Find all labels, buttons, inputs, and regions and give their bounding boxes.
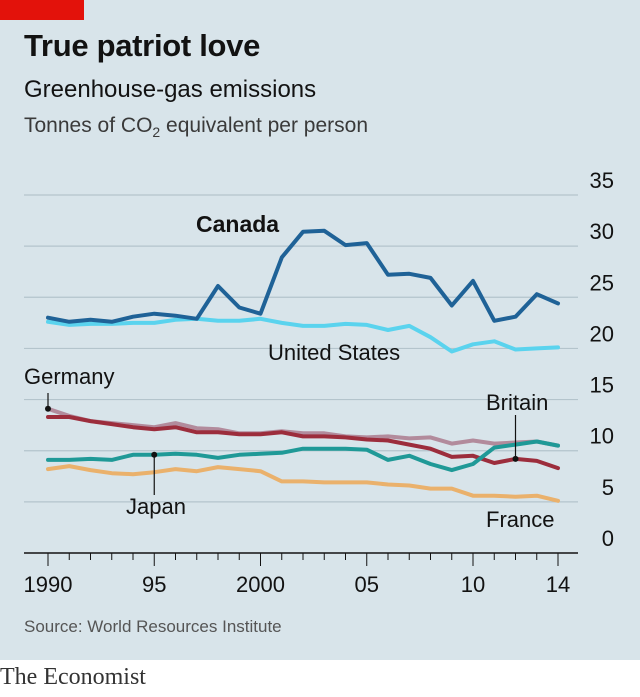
grid — [24, 194, 578, 554]
series-label-canada: Canada — [196, 211, 279, 237]
y-axis-ticks: 0 5 10 15 20 25 30 35 — [590, 168, 614, 551]
japan-leader-dot — [151, 451, 158, 458]
britain-leader-dot — [512, 455, 519, 462]
chart-title: True patriot love — [24, 28, 261, 63]
series-line-germany — [46, 406, 560, 448]
series-line-britain — [46, 415, 560, 471]
x-tick-label: 95 — [142, 572, 166, 597]
series-labels: Canada United States Germany Britain Jap… — [24, 211, 554, 532]
y-tick-label: 20 — [590, 321, 614, 346]
source-note: Source: World Resources Institute — [24, 617, 282, 636]
x-axis-ticks: 1990 95 2000 05 10 14 — [24, 553, 570, 597]
series-label-britain: Britain — [486, 390, 548, 415]
y-tick-label: 30 — [590, 219, 614, 244]
series-line-united-states — [46, 316, 560, 354]
brand-footer: The Economist — [0, 664, 146, 690]
y-tick-label: 0 — [602, 526, 614, 551]
y-tick-label: 5 — [602, 475, 614, 500]
y-tick-label: 15 — [590, 373, 614, 398]
unit-main: Tonnes of CO — [24, 114, 153, 137]
x-tick-label: 10 — [461, 572, 485, 597]
series-line-france — [46, 464, 560, 503]
series-label-japan: Japan — [126, 494, 186, 519]
series-line-japan — [46, 439, 560, 473]
unit-rest: equivalent per person — [160, 114, 369, 137]
series-lines — [46, 228, 560, 503]
series-line-canada — [46, 228, 560, 324]
series-label-germany: Germany — [24, 364, 114, 389]
x-tick-label: 1990 — [24, 572, 73, 597]
chart-subtitle: Greenhouse-gas emissions — [24, 76, 317, 103]
germany-leader-dot — [45, 405, 51, 412]
x-tick-label: 05 — [355, 572, 379, 597]
x-tick-label: 2000 — [236, 572, 285, 597]
y-tick-label: 35 — [590, 168, 614, 193]
unit-sub: 2 — [152, 124, 161, 141]
chart-panel — [0, 0, 640, 660]
x-tick-label: 14 — [546, 572, 570, 597]
label-leaders — [45, 393, 519, 495]
series-label-france: France — [486, 507, 554, 532]
y-tick-label: 10 — [590, 424, 614, 449]
y-tick-label: 25 — [590, 270, 614, 295]
unit-label: Tonnes of CO2 equivalent per person — [24, 114, 368, 140]
series-label-united-states: United States — [268, 340, 400, 365]
brand-red-tag — [0, 0, 84, 20]
